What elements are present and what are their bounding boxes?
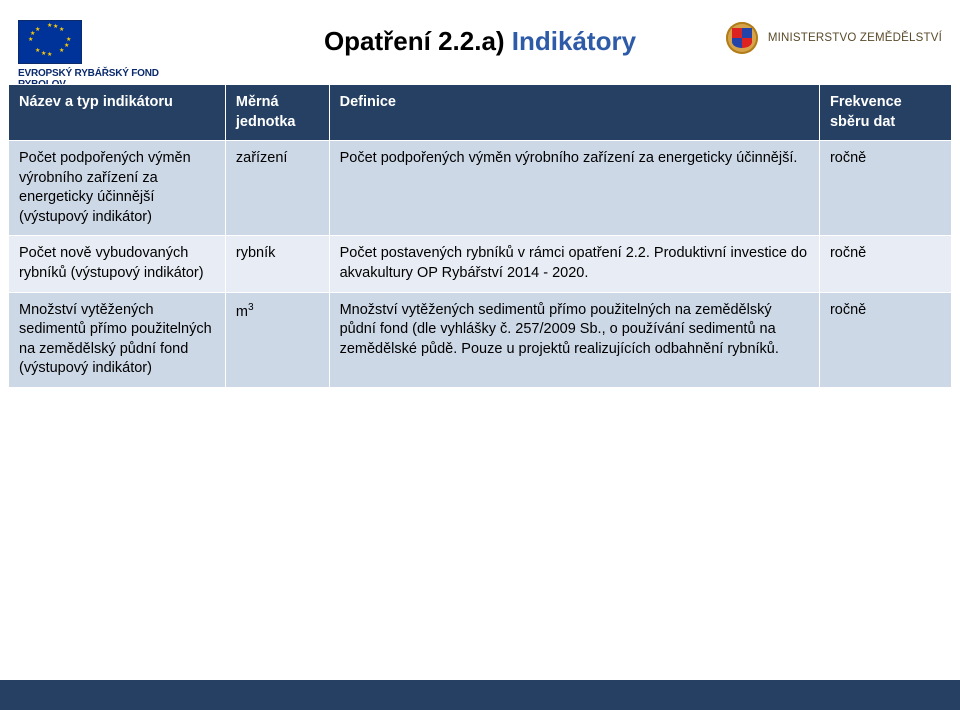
table-row: Počet podpořených výměn výrobního zaříze… (9, 141, 952, 236)
cell-frequency: ročně (819, 292, 951, 387)
indicators-table: Název a typ indikátoru Měrná jednotka De… (8, 84, 952, 388)
footer-band (0, 680, 960, 710)
title-prefix: Opatření 2.2.a) (324, 26, 512, 56)
eu-fund-line1: EVROPSKÝ RYBÁŘSKÝ FOND (18, 68, 159, 79)
cell-unit: zařízení (225, 141, 329, 236)
cell-definition: Množství vytěžených sedimentů přímo použ… (329, 292, 819, 387)
slide: ★ ★ ★ ★ ★ ★ ★ ★ ★ ★ ★ ★ EVROPSKÝ RYBÁŘSK… (0, 0, 960, 710)
col-header-definition: Definice (329, 85, 819, 141)
slide-title: Opatření 2.2.a) Indikátory (0, 26, 960, 57)
cell-name: Počet nově vybudovaných rybníků (výstupo… (9, 236, 226, 292)
col-header-name: Název a typ indikátoru (9, 85, 226, 141)
cell-frequency: ročně (819, 236, 951, 292)
cell-frequency: ročně (819, 141, 951, 236)
col-header-frequency: Frekvence sběru dat (819, 85, 951, 141)
table-header-row: Název a typ indikátoru Měrná jednotka De… (9, 85, 952, 141)
cell-unit: rybník (225, 236, 329, 292)
indicators-table-wrap: Název a typ indikátoru Měrná jednotka De… (8, 84, 952, 388)
cell-unit: m3 (225, 292, 329, 387)
table-row: Množství vytěžených sedimentů přímo použ… (9, 292, 952, 387)
title-suffix: Indikátory (512, 26, 636, 56)
cell-name: Počet podpořených výměn výrobního zaříze… (9, 141, 226, 236)
table-row: Počet nově vybudovaných rybníků (výstupo… (9, 236, 952, 292)
cell-definition: Počet postavených rybníků v rámci opatře… (329, 236, 819, 292)
col-header-unit: Měrná jednotka (225, 85, 329, 141)
cell-name: Množství vytěžených sedimentů přímo použ… (9, 292, 226, 387)
cell-definition: Počet podpořených výměn výrobního zaříze… (329, 141, 819, 236)
